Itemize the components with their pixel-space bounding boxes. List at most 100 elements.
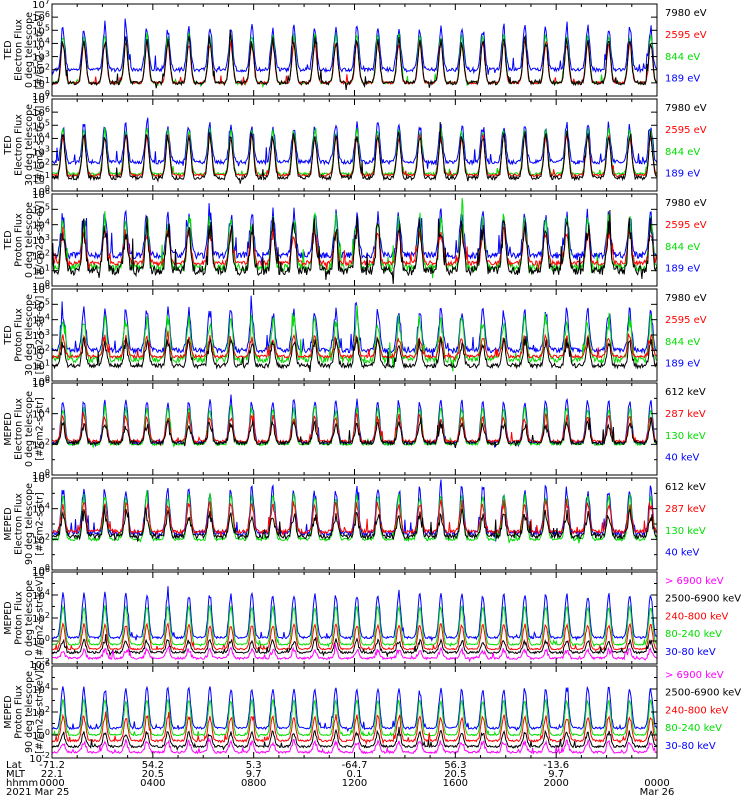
legend-entry: 80-240 keV xyxy=(665,629,722,640)
series-7980-ev xyxy=(52,121,657,184)
y-tick-label: 104 xyxy=(32,588,50,602)
series-30-80-kev xyxy=(52,586,657,643)
legend-entry: 844 eV xyxy=(665,147,700,158)
legend-entry: 612 keV xyxy=(665,482,706,493)
legend-entry: 844 eV xyxy=(665,52,700,63)
x-row-label: MLT xyxy=(6,769,26,780)
x-tick-value: 0400 xyxy=(140,778,165,789)
series-7980-ev xyxy=(52,209,657,285)
y-tick-label: 100 xyxy=(32,184,50,198)
y-tick-label: 100 xyxy=(32,374,50,388)
legend-entry: 2500-6900 keV xyxy=(665,688,741,699)
x-tick-value: 56.3 xyxy=(444,760,466,771)
y-tick-label: 100 xyxy=(32,728,50,742)
x-tick-value: 5.3 xyxy=(246,760,262,771)
x-tick-value: Mar 25 xyxy=(35,787,70,798)
series-189-ev xyxy=(52,203,657,267)
y-tick-label: 107 xyxy=(32,92,50,106)
y-tick-label: 103 xyxy=(32,145,50,159)
x-tick-value: -64.7 xyxy=(342,760,368,771)
legend-entry: 40 keV xyxy=(665,548,699,559)
y-tick-label: 106 xyxy=(32,282,50,296)
y-axis-label: MEPEDProton Flux0 deg telescope[#/cm2-s-… xyxy=(3,576,46,660)
series-612-kev xyxy=(52,417,657,449)
y-axis-label: MEPEDElectron Flux0 deg telescope[#/cm2-… xyxy=(3,391,46,467)
series-2500-6900-kev xyxy=(52,726,657,751)
x-tick-value: 9.7 xyxy=(246,769,262,780)
series-7980-ev xyxy=(52,29,657,90)
y-tick-label: 105 xyxy=(32,118,50,132)
series--6900-kev xyxy=(52,737,657,755)
series-80-240-kev xyxy=(52,697,657,739)
y-tick-label: 102 xyxy=(32,158,50,172)
legend-entry: 189 eV xyxy=(665,74,700,85)
x-row-label: hhmm xyxy=(6,778,38,789)
y-tick-label: 100 xyxy=(32,634,50,648)
x-tick-value: -13.6 xyxy=(543,760,569,771)
y-axis-label: TEDProton Flux30 deg telescope[#/cm2-s-s… xyxy=(3,294,46,376)
y-tick-label: 105 xyxy=(32,297,50,311)
legend-entry: 30-80 keV xyxy=(665,741,716,752)
y-tick-label: 102 xyxy=(32,63,50,77)
y-tick-label: 100 xyxy=(32,89,50,103)
legend-entry: 40 keV xyxy=(665,453,699,464)
y-tick-label: 106 xyxy=(32,376,50,390)
y-tick-label: 102 xyxy=(32,437,50,451)
panel-frame xyxy=(51,288,658,382)
x-tick-value: 22.1 xyxy=(41,769,63,780)
legend-entry: 2595 eV xyxy=(665,30,707,41)
y-tick-label: 100 xyxy=(32,468,50,482)
x-tick-value: Mar 26 xyxy=(640,787,675,798)
legend-entry: 2595 eV xyxy=(665,125,707,136)
x-tick-value: 0000 xyxy=(644,778,669,789)
legend-entry: > 6900 keV xyxy=(665,670,724,681)
legend-entry: > 6900 keV xyxy=(665,576,724,587)
y-tick-label: 106 xyxy=(32,105,50,119)
series-189-ev xyxy=(52,18,657,75)
y-tick-label: 104 xyxy=(32,36,50,50)
x-tick-value: 1200 xyxy=(342,778,367,789)
y-tick-label: 102 xyxy=(32,248,50,262)
series-240-800-kev xyxy=(52,711,657,745)
y-tick-label: 105 xyxy=(32,202,50,216)
y-tick-label: 100 xyxy=(32,563,50,577)
legend-entry: 240-800 keV xyxy=(665,611,729,622)
y-tick-label: 102 xyxy=(32,532,50,546)
series-240-800-kev xyxy=(52,622,657,652)
y-tick-label: 107 xyxy=(32,0,50,11)
y-tick-label: 106 xyxy=(32,565,50,579)
legend-entry: 844 eV xyxy=(665,242,700,253)
y-tick-label: 106 xyxy=(32,471,50,485)
y-tick-label: 104 xyxy=(32,313,50,327)
x-tick-value: 20.5 xyxy=(444,769,466,780)
x-tick-value: 20.5 xyxy=(142,769,164,780)
y-tick-label: 104 xyxy=(32,218,50,232)
x-tick-value: 0800 xyxy=(241,778,266,789)
series-612-kev xyxy=(52,505,657,542)
y-tick-label: 100 xyxy=(32,279,50,293)
y-tick-label: 102 xyxy=(32,611,50,625)
y-tick-label: 104 xyxy=(32,131,50,145)
legend-entry: 287 keV xyxy=(665,504,706,515)
y-tick-label: 106 xyxy=(32,10,50,24)
legend-entry: 7980 eV xyxy=(665,103,707,114)
legend-entry: 2500-6900 keV xyxy=(665,594,741,605)
y-axis-label: TEDElectron Flux0 deg telescope[#/cm2-s-… xyxy=(3,11,46,90)
legend-entry: 30-80 keV xyxy=(665,647,716,658)
y-tick-label: 101 xyxy=(32,76,50,90)
y-tick-label: 101 xyxy=(32,359,50,373)
legend-entry: 844 eV xyxy=(665,337,700,348)
legend-entry: 240-800 keV xyxy=(665,705,729,716)
series-7980-ev xyxy=(52,335,657,372)
y-tick-label: 102 xyxy=(32,705,50,719)
series--6900-kev xyxy=(52,643,657,663)
y-tick-label: 101 xyxy=(32,171,50,185)
legend-entry: 130 keV xyxy=(665,431,706,442)
series-2595-ev xyxy=(52,330,657,362)
y-axis-label: MEPEDElectron Flux90 deg telescope[#/cm2… xyxy=(3,483,46,565)
